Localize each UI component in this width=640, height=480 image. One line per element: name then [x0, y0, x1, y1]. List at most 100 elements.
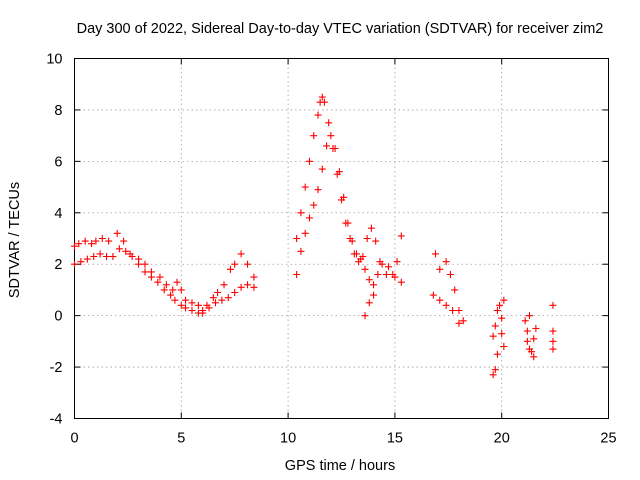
data-point-marker [88, 240, 96, 248]
data-point-marker [372, 237, 380, 245]
data-point-marker [214, 289, 222, 296]
data-point-marker [293, 235, 301, 242]
tick-layer: 0 5 10 15 20 25 -4 -2 0 2 4 6 8 10 [46, 52, 616, 447]
data-point-marker [525, 312, 533, 320]
data-point-marker [352, 250, 360, 258]
data-point-marker [397, 278, 405, 286]
data-point-marker [71, 260, 78, 268]
data-point-marker [489, 332, 497, 340]
y-tick-label: 2 [54, 257, 62, 273]
data-point-marker [348, 237, 356, 245]
data-point-marker [442, 258, 450, 266]
x-tick-label: 15 [387, 431, 403, 447]
data-point-marker [397, 232, 405, 240]
data-point-marker [177, 286, 185, 294]
data-point-marker [244, 260, 252, 268]
data-point-marker [310, 201, 318, 209]
y-tick-label: 0 [54, 309, 62, 325]
plot-frame [74, 58, 609, 419]
data-point-marker [521, 317, 529, 325]
data-point-marker [188, 307, 196, 314]
data-point-marker [459, 317, 467, 325]
data-point-marker [549, 345, 557, 353]
data-point-marker [167, 291, 175, 299]
data-point-marker [320, 98, 328, 106]
data-point-marker [436, 296, 444, 304]
data-point-marker [370, 281, 378, 289]
data-point-marker [429, 291, 437, 299]
data-point-marker [182, 304, 190, 312]
data-point-marker [532, 325, 540, 332]
data-point-marker [237, 283, 245, 291]
data-point-marker [98, 235, 106, 242]
data-point-marker [218, 296, 226, 304]
data-point-marker [365, 299, 373, 307]
data-point-marker [244, 281, 252, 289]
data-point-marker [141, 260, 149, 268]
data-point-marker [361, 265, 369, 273]
x-tick-label: 10 [280, 431, 296, 447]
data-point-marker [436, 265, 444, 273]
data-point-marker [199, 309, 207, 317]
data-point-marker [162, 281, 170, 289]
data-point-marker [128, 253, 136, 260]
y-axis-label: SDTVAR / TECUs [7, 182, 23, 298]
data-point-marker [344, 219, 352, 227]
y-tick-label: 10 [46, 52, 62, 68]
data-point-marker [340, 193, 348, 201]
data-point-marker [367, 224, 375, 232]
data-point-marker [182, 296, 190, 304]
data-point-marker [393, 258, 401, 266]
data-point-marker [323, 142, 331, 150]
x-axis-label: GPS time / hours [285, 458, 395, 474]
data-point-marker [491, 366, 499, 374]
data-point-marker [431, 250, 439, 258]
data-point-marker [446, 271, 454, 278]
data-point-marker [105, 237, 113, 245]
data-point-marker [169, 286, 177, 294]
data-point-marker [96, 250, 104, 258]
data-point-marker [449, 307, 457, 314]
marker-layer [71, 93, 557, 379]
data-point-marker [109, 253, 117, 260]
data-point-marker [318, 93, 326, 101]
data-point-marker [297, 209, 305, 217]
data-point-marker [188, 299, 196, 307]
data-point-marker [250, 283, 258, 291]
data-point-marker [92, 237, 100, 245]
data-point-marker [156, 273, 164, 281]
data-point-marker [301, 229, 309, 237]
data-point-marker [530, 353, 538, 361]
data-point-marker [314, 111, 322, 119]
data-point-marker [325, 119, 333, 127]
data-point-marker [528, 348, 536, 356]
data-point-marker [500, 296, 508, 304]
data-point-marker [194, 301, 202, 309]
data-point-marker [293, 271, 301, 278]
data-point-marker [318, 165, 326, 173]
data-point-marker [382, 271, 390, 278]
data-point-marker [493, 307, 501, 314]
data-point-marker [455, 319, 463, 327]
data-point-marker [365, 276, 373, 284]
data-point-marker [226, 265, 234, 273]
data-point-marker [305, 214, 313, 222]
x-tick-label: 20 [494, 431, 510, 447]
data-point-marker [177, 301, 185, 309]
data-point-marker [549, 301, 557, 309]
y-tick-label: 6 [54, 154, 62, 170]
data-point-marker [220, 281, 228, 289]
x-tick-label: 0 [70, 431, 78, 447]
data-point-marker [523, 337, 531, 345]
data-point-marker [205, 304, 213, 312]
data-point-marker [500, 343, 508, 350]
data-point-marker [378, 260, 386, 268]
data-point-marker [135, 260, 143, 268]
x-tick-label: 25 [600, 431, 616, 447]
data-point-marker [374, 271, 382, 278]
data-point-marker [314, 186, 322, 194]
data-point-marker [442, 301, 450, 309]
data-point-marker [305, 157, 313, 165]
data-point-marker [370, 291, 378, 299]
